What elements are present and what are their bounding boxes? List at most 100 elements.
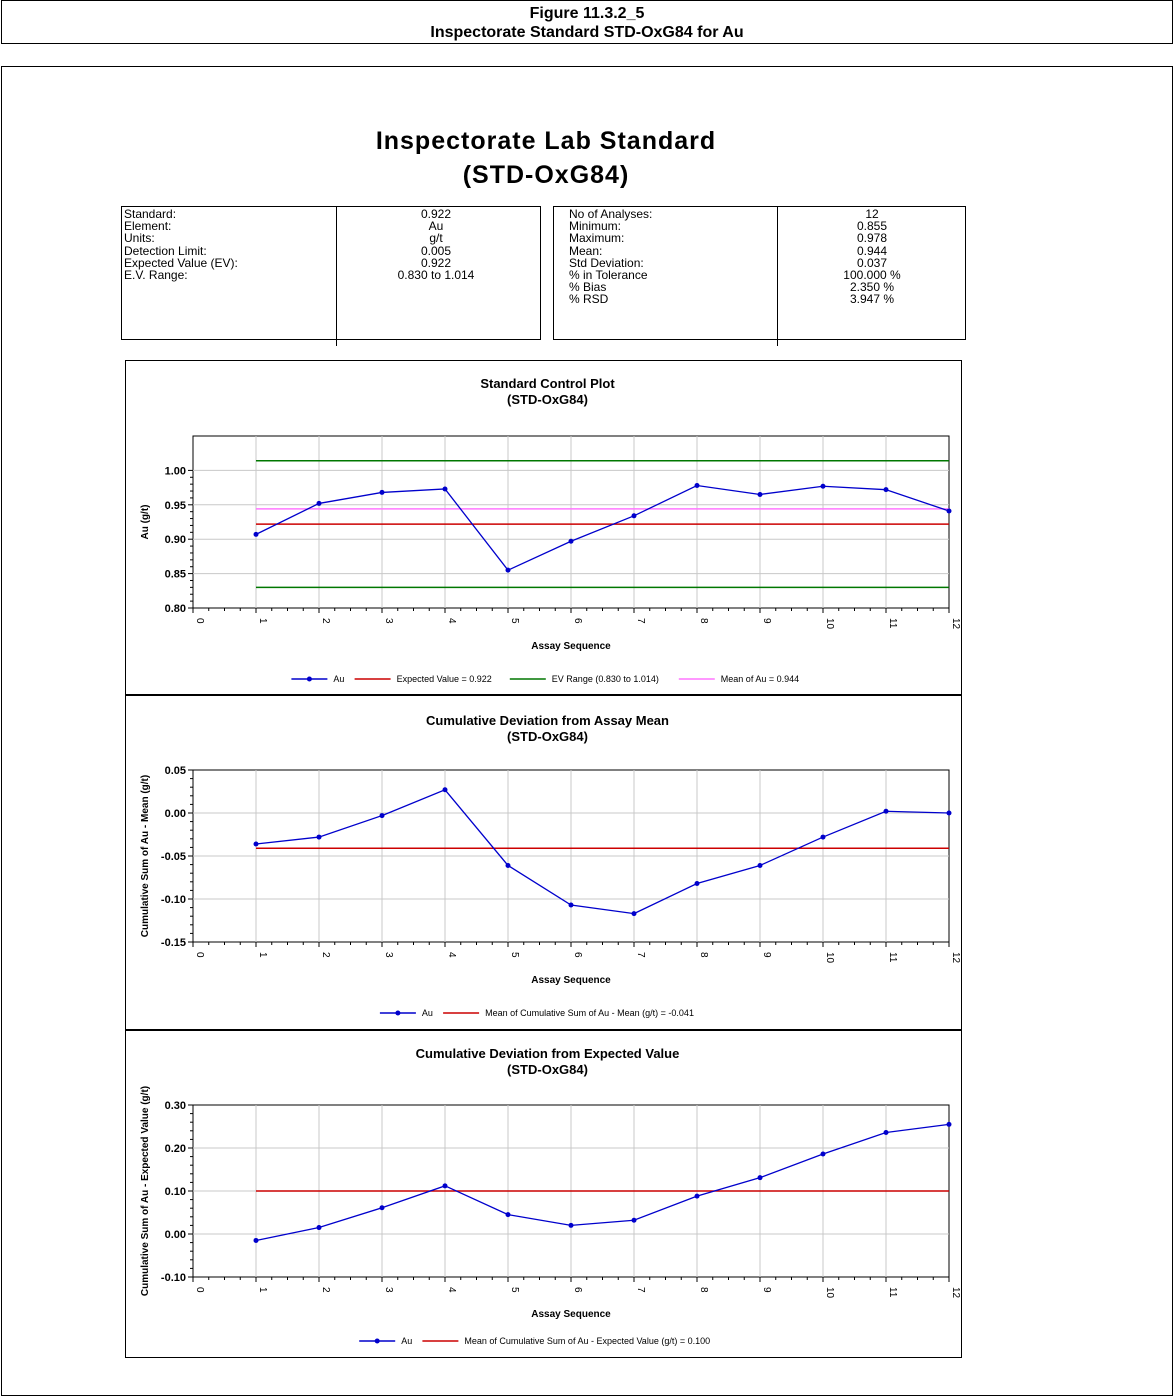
x-tick-label: 12 (950, 618, 961, 630)
x-tick-label: 10 (824, 952, 835, 964)
stat-label: No of Analyses: (569, 207, 653, 221)
stat-label: % in Tolerance (569, 267, 648, 282)
data-point (505, 862, 511, 868)
x-tick-label: 3 (383, 952, 394, 958)
data-point (442, 486, 448, 492)
data-point (379, 813, 385, 819)
x-tick-label: 1 (257, 952, 268, 958)
legend-marker (306, 676, 312, 682)
chart-title: Cumulative Deviation from Assay Mean (426, 713, 669, 728)
data-point (757, 862, 763, 868)
stat-value: 2.350 % (849, 280, 895, 295)
x-tick-label: 11 (887, 952, 898, 963)
data-point (631, 1217, 637, 1223)
stat-label: Standard: (124, 207, 177, 221)
stat-value: 100.000 % (843, 267, 901, 282)
stat-label: Maximum: (569, 231, 625, 246)
data-point (820, 483, 826, 489)
y-tick-label: 0.80 (165, 603, 186, 615)
x-tick-label: 4 (446, 618, 457, 624)
stat-value: 0.922 (420, 255, 452, 270)
stat-label: Units: (124, 231, 155, 246)
x-tick-label: 12 (950, 1287, 961, 1299)
y-axis-label: Cumulative Sum of Au - Expected Value (g… (140, 1086, 151, 1296)
y-tick-label: 0.10 (165, 1186, 186, 1198)
legend-label: Au (401, 1336, 412, 1346)
chart-title: Standard Control Plot (480, 376, 615, 391)
legend-marker (374, 1338, 380, 1344)
x-tick-label: 4 (446, 952, 457, 958)
x-tick-label: 6 (572, 618, 583, 624)
y-axis-label: Au (g/t) (140, 505, 151, 540)
legend-label: Expected Value = 0.922 (397, 674, 492, 684)
legend-label: Mean of Au = 0.944 (721, 674, 799, 684)
x-tick-label: 9 (761, 1287, 772, 1293)
y-tick-label: 0.90 (165, 534, 186, 546)
data-point (694, 483, 700, 489)
stat-label: E.V. Range: (124, 267, 188, 282)
y-tick-label: 0.00 (165, 808, 186, 820)
stat-value: g/t (429, 231, 443, 246)
chart-subtitle: (STD-OxG84) (507, 729, 588, 744)
x-tick-label: 7 (635, 1287, 646, 1293)
x-axis-label: Assay Sequence (531, 975, 611, 986)
cumulative-deviation-mean-panel: Cumulative Deviation from Assay Mean (STD… (125, 695, 962, 1030)
y-tick-label: 0.20 (165, 1143, 186, 1155)
data-point (379, 489, 385, 495)
figure-number: Figure 11.3.2_5 (529, 5, 645, 22)
stat-value: 0.944 (856, 243, 888, 258)
stat-label: % Bias (569, 280, 607, 295)
data-point (505, 1212, 511, 1218)
x-tick-label: 2 (320, 618, 331, 624)
x-tick-label: 8 (698, 952, 709, 958)
data-point (253, 841, 259, 847)
stat-value: 0.855 (856, 219, 888, 234)
legend-label: Au (422, 1008, 433, 1018)
data-point (757, 491, 763, 497)
stat-value: 0.037 (856, 255, 888, 270)
stat-value: 0.005 (420, 243, 452, 258)
stats-divider (777, 207, 778, 346)
standard-control-plot-panel: Standard Control Plot (STD-OxG84) 0 1 2 3 4 5 6 7… (125, 360, 962, 695)
stat-value: 0.922 (420, 207, 452, 221)
x-tick-label: 4 (446, 1287, 457, 1293)
report-title: Inspectorate Lab Standard (STD-OxG84) (0, 124, 1092, 192)
x-tick-label: 0 (194, 952, 205, 958)
stat-label: Detection Limit: (124, 243, 207, 258)
x-tick-label: 10 (824, 618, 835, 630)
data-point (883, 1130, 889, 1136)
stats-left-labels: Standard: Element: Units: Detection Limi… (124, 207, 238, 282)
stat-value: 3.947 % (849, 292, 895, 307)
y-tick-label: 0.00 (165, 1229, 186, 1241)
chart-svg: Cumulative Deviation from Expected Value… (140, 1046, 961, 1346)
chart-subtitle: (STD-OxG84) (507, 1062, 588, 1077)
chart-svg: Cumulative Deviation from Assay Mean(STD… (140, 713, 961, 1018)
data-point (820, 1151, 826, 1157)
data-point (883, 487, 889, 493)
x-axis-label: Assay Sequence (531, 641, 611, 652)
x-tick-label: 3 (383, 618, 394, 624)
data-point (946, 810, 952, 816)
x-tick-label: 0 (194, 618, 205, 624)
data-point (631, 513, 637, 519)
x-tick-label: 5 (509, 618, 520, 624)
data-point (568, 902, 574, 908)
series-line (255, 788, 950, 915)
y-tick-label: 1.00 (165, 465, 186, 477)
x-tick-label: 2 (320, 952, 331, 958)
y-tick-label: 0.05 (165, 765, 186, 777)
stat-label: Expected Value (EV): (124, 255, 238, 270)
stat-value: 0.830 to 1.014 (397, 267, 475, 282)
chart-subtitle: (STD-OxG84) (507, 392, 588, 407)
legend-marker (395, 1010, 401, 1016)
x-tick-label: 11 (887, 1287, 898, 1298)
stats-table-left: Standard: Element: Units: Detection Limi… (121, 206, 541, 346)
y-tick-label: -0.10 (161, 894, 186, 906)
x-tick-label: 6 (572, 952, 583, 958)
x-tick-label: 7 (635, 618, 646, 624)
cumulative-deviation-ev-panel: Cumulative Deviation from Expected Value… (125, 1030, 962, 1358)
y-tick-label: 0.30 (165, 1100, 186, 1112)
data-point (442, 787, 448, 793)
stat-value: 12 (865, 207, 879, 221)
x-tick-label: 11 (887, 618, 898, 629)
